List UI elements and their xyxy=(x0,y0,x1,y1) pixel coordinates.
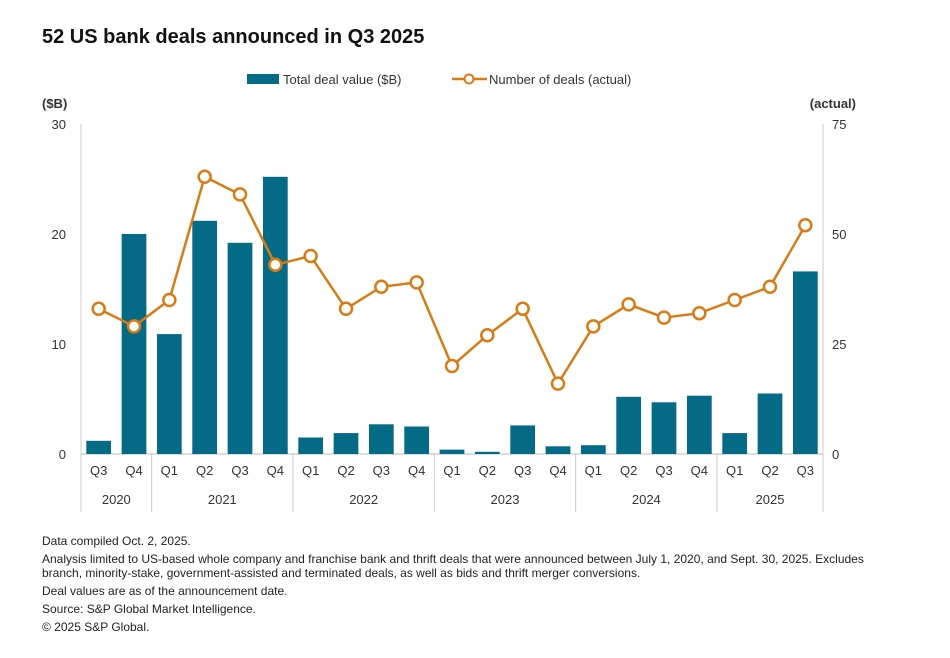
left-tick-label: 30 xyxy=(52,117,66,132)
year-label: 2024 xyxy=(632,492,661,507)
bar-deal-value xyxy=(439,449,465,454)
point-number-of-deals xyxy=(550,376,566,391)
point-number-of-deals xyxy=(621,297,636,312)
x-tick-label: Q1 xyxy=(302,463,319,478)
note-copyright: © 2025 S&P Global. xyxy=(42,620,150,634)
point-number-of-deals xyxy=(338,301,354,317)
bar-deal-value xyxy=(156,334,182,454)
bar-deal-value xyxy=(86,440,112,454)
bar-deal-value xyxy=(298,437,324,454)
note-deal-values: Deal values are as of the announcement d… xyxy=(42,584,288,598)
point-number-of-deals xyxy=(762,279,778,295)
bar-deal-value xyxy=(616,396,642,454)
right-tick-label: 0 xyxy=(832,447,839,462)
bar-deal-value xyxy=(368,424,394,454)
year-label: 2021 xyxy=(208,492,237,507)
x-tick-label: Q3 xyxy=(231,463,248,478)
x-tick-label: Q1 xyxy=(585,463,602,478)
x-tick-label: Q4 xyxy=(408,463,425,478)
bar-deal-value xyxy=(757,393,783,454)
x-tick-label: Q2 xyxy=(620,463,637,478)
x-tick-label: Q2 xyxy=(761,463,778,478)
bar-deal-value xyxy=(545,446,571,454)
note-analysis: Analysis limited to US-based whole compa… xyxy=(42,552,864,580)
x-tick-label: Q3 xyxy=(655,463,672,478)
x-tick-label: Q1 xyxy=(161,463,178,478)
point-number-of-deals xyxy=(197,169,212,185)
right-tick-label: 50 xyxy=(832,227,846,242)
point-number-of-deals xyxy=(727,292,742,308)
point-number-of-deals xyxy=(692,305,707,321)
x-tick-label: Q3 xyxy=(90,463,107,478)
point-number-of-deals xyxy=(409,275,424,290)
x-tick-label: Q2 xyxy=(479,463,496,478)
legend-bar-swatch xyxy=(247,74,279,84)
right-axis-label: (actual) xyxy=(810,96,856,111)
point-number-of-deals xyxy=(515,301,530,317)
x-tick-label: Q4 xyxy=(549,463,566,478)
x-tick-label: Q4 xyxy=(691,463,708,478)
legend-line-marker xyxy=(463,73,475,85)
x-tick-label: Q1 xyxy=(726,463,743,478)
left-tick-label: 20 xyxy=(52,227,66,242)
chart-svg: ($B) (actual) 0 10 20 30 0 25 50 75 Q3 Q4 Q1 Q2 Q3 Q4 Q1… xyxy=(42,72,856,512)
x-tick-label: Q2 xyxy=(196,463,213,478)
year-label: 2025 xyxy=(756,492,785,507)
bar-deal-value xyxy=(651,402,677,454)
chart-title: 52 US bank deals announced in Q3 2025 xyxy=(42,26,425,48)
bar-deal-value xyxy=(227,242,253,454)
bar-deal-value xyxy=(333,433,359,454)
bar-deal-value xyxy=(792,271,818,454)
x-tick-label: Q1 xyxy=(443,463,460,478)
point-number-of-deals xyxy=(480,327,495,343)
bar-deal-value xyxy=(262,176,288,455)
bar-deal-value xyxy=(121,234,147,454)
left-axis-label: ($B) xyxy=(42,96,67,111)
point-number-of-deals xyxy=(586,319,601,334)
point-number-of-deals xyxy=(656,310,672,325)
bar-deal-value xyxy=(192,220,218,454)
year-label: 2020 xyxy=(102,492,131,507)
point-number-of-deals xyxy=(374,279,389,295)
x-tick-label: Q3 xyxy=(373,463,390,478)
x-tick-label: Q3 xyxy=(797,463,814,478)
year-label: 2022 xyxy=(349,492,378,507)
point-number-of-deals xyxy=(268,257,283,273)
right-tick-label: 75 xyxy=(832,117,846,132)
left-tick-label: 0 xyxy=(59,447,66,462)
bar-deal-value xyxy=(404,426,430,454)
legend-line-label: Number of deals (actual) xyxy=(489,72,631,87)
footnotes: Data compiled Oct. 2, 2025. Analysis lim… xyxy=(42,534,872,638)
point-number-of-deals xyxy=(126,319,142,334)
bar-deal-value xyxy=(580,445,606,454)
bar-deal-value xyxy=(722,433,748,454)
point-number-of-deals xyxy=(303,248,318,264)
x-tick-label: Q2 xyxy=(337,463,354,478)
bar-deal-value xyxy=(474,451,500,454)
bar-deal-value xyxy=(686,395,712,454)
note-compiled: Data compiled Oct. 2, 2025. xyxy=(42,534,191,548)
note-source: Source: S&P Global Market Intelligence. xyxy=(42,602,256,616)
bar-deal-value xyxy=(510,425,536,454)
point-number-of-deals xyxy=(91,301,106,317)
x-tick-label: Q4 xyxy=(267,463,284,478)
x-tick-label: Q4 xyxy=(125,463,142,478)
point-number-of-deals xyxy=(162,292,177,308)
point-number-of-deals xyxy=(232,187,248,202)
point-number-of-deals xyxy=(444,358,460,374)
point-number-of-deals xyxy=(798,217,813,233)
year-label: 2023 xyxy=(491,492,520,507)
left-tick-label: 10 xyxy=(52,337,66,352)
right-tick-label: 25 xyxy=(832,337,846,352)
legend-bar-label: Total deal value ($B) xyxy=(283,72,402,87)
x-tick-label: Q3 xyxy=(514,463,531,478)
